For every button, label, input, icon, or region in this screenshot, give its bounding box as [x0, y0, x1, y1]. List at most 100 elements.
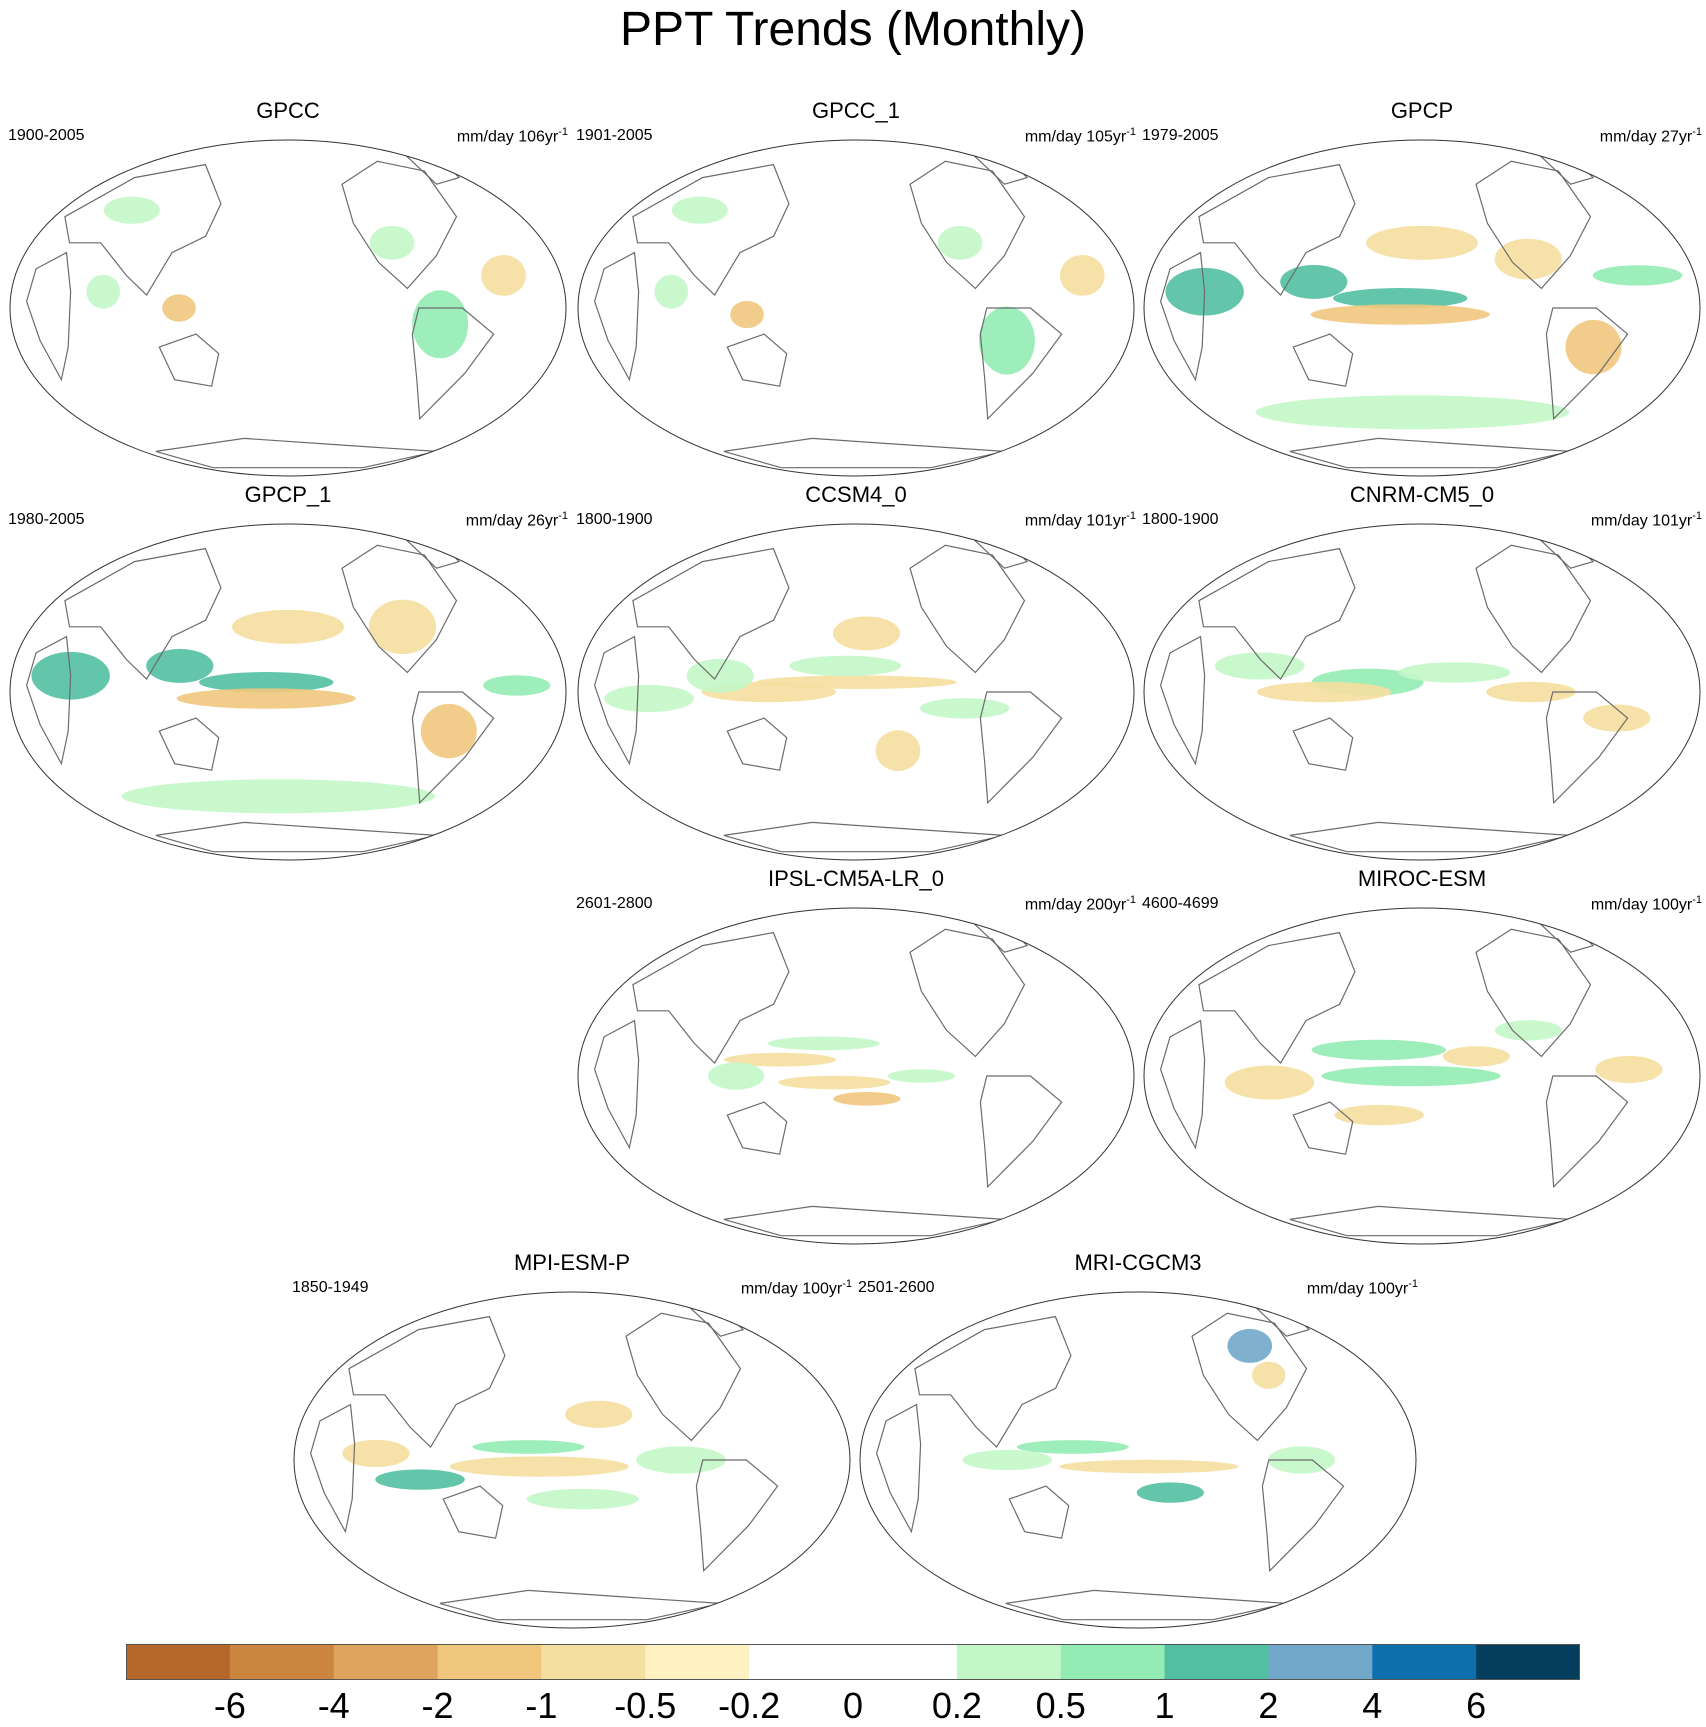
- trend-anomaly: [483, 675, 551, 696]
- trend-anomaly: [121, 779, 436, 814]
- coastline: [875, 1403, 922, 1534]
- colorbar-tick-label: 4: [1362, 1685, 1383, 1726]
- coastline: [971, 918, 1029, 953]
- coastline: [64, 547, 222, 680]
- panel-units: mm/day 101yr-1: [1025, 506, 1136, 531]
- panel-years: 1979-2005: [1142, 127, 1219, 144]
- panel-units-text: mm/day 106yr: [456, 128, 559, 146]
- panel-years: 1901-2005: [576, 127, 653, 144]
- coastline: [25, 251, 72, 382]
- trend-anomaly: [103, 196, 160, 224]
- panel-units-text: mm/day 27yr: [1599, 128, 1693, 146]
- trend-anomaly: [1321, 1065, 1501, 1087]
- coastline: [1198, 931, 1356, 1064]
- panel-units-exponent: -1: [1408, 1278, 1418, 1290]
- trend-anomaly: [1214, 652, 1305, 680]
- coastline: [1159, 635, 1206, 766]
- panel-title: MPI-ESM-P: [513, 1250, 631, 1275]
- trend-anomaly: [1595, 1055, 1663, 1084]
- map-panel: CCSM4_0 1800-1900 mm/day 101yr-1: [576, 482, 1136, 862]
- panel-title: CNRM-CM5_0: [1349, 482, 1495, 507]
- trend-anomaly: [1486, 681, 1576, 703]
- coastline: [726, 333, 788, 387]
- map-border: [1143, 139, 1701, 477]
- panel-units-text: mm/day 101yr: [1024, 512, 1127, 530]
- map-panel: GPCP_1 1980-2005 mm/day 26yr-1: [8, 482, 568, 862]
- map-panel: IPSL-CM5A-LR_0 2601-2800 mm/day 200yr-1: [576, 866, 1136, 1246]
- map-border: [859, 1291, 1417, 1629]
- map: [9, 139, 567, 477]
- colorbar-tick-label: -6: [213, 1685, 246, 1726]
- trend-anomaly: [368, 599, 437, 655]
- map: [1143, 523, 1701, 861]
- colorbar-swatch: [541, 1644, 646, 1680]
- coastline: [309, 1403, 356, 1534]
- colorbar-tick-label: -4: [317, 1685, 350, 1726]
- trend-anomaly: [162, 294, 196, 322]
- coastline: [971, 534, 1029, 569]
- panel-years: 1980-2005: [8, 511, 85, 528]
- coastline: [1292, 717, 1354, 771]
- coastline: [1545, 691, 1629, 805]
- trend-anomaly: [1255, 395, 1570, 430]
- colorbar-swatch: [1268, 1644, 1373, 1680]
- figure-title: PPT Trends (Monthly): [620, 3, 1086, 56]
- colorbar-tick-label: 0.2: [931, 1685, 982, 1726]
- colorbar-tick-label: -0.2: [718, 1685, 781, 1726]
- colorbar-tick-label: 2: [1258, 1685, 1279, 1726]
- map: [1143, 139, 1701, 477]
- trend-anomaly: [962, 1449, 1053, 1471]
- colorbar-swatch: [1372, 1644, 1477, 1680]
- panel-title: GPCC: [256, 98, 320, 123]
- panel-units-exponent: -1: [1126, 126, 1136, 138]
- panel-units-exponent: -1: [1126, 510, 1136, 522]
- map-border: [9, 139, 567, 477]
- coastline: [632, 931, 790, 1064]
- trend-anomaly: [875, 730, 921, 772]
- trend-anomaly: [1495, 1020, 1563, 1041]
- coastline: [411, 307, 495, 421]
- trend-anomaly: [767, 1036, 880, 1051]
- panel-units-exponent: -1: [1692, 510, 1702, 522]
- panel-units-exponent: -1: [1126, 894, 1136, 906]
- trend-anomaly: [375, 1469, 465, 1490]
- coastline: [979, 1075, 1063, 1189]
- coastline: [442, 1485, 504, 1539]
- trend-anomaly: [1280, 264, 1348, 299]
- colorbar-tick-label: 0.5: [1035, 1685, 1086, 1726]
- panel-units: mm/day 105yr-1: [1025, 122, 1136, 147]
- trend-anomaly: [342, 1439, 410, 1468]
- coastline: [726, 717, 788, 771]
- trend-anomaly: [1016, 1440, 1129, 1454]
- trend-anomaly: [1398, 662, 1511, 683]
- coastline: [1537, 918, 1595, 953]
- trend-anomaly: [369, 225, 415, 260]
- panel-title: CCSM4_0: [805, 482, 907, 507]
- map: [577, 907, 1135, 1245]
- colorbar: [126, 1644, 1580, 1680]
- panel-years: 4600-4699: [1142, 895, 1219, 912]
- map-panel: MRI-CGCM3 2501-2600 mm/day 100yr-1: [858, 1250, 1418, 1630]
- colorbar-swatch: [126, 1644, 231, 1680]
- coastline: [1198, 163, 1356, 296]
- coastline: [1198, 547, 1356, 680]
- panel-title: GPCP_1: [244, 482, 332, 507]
- colorbar-swatch: [749, 1644, 854, 1680]
- colorbar-swatch: [1476, 1644, 1580, 1680]
- panel-units: mm/day 100yr-1: [1307, 1274, 1418, 1299]
- map: [9, 523, 567, 861]
- colorbar-tick-label: -2: [421, 1685, 454, 1726]
- map-border: [9, 523, 567, 861]
- panel-units: mm/day 106yr-1: [457, 122, 568, 147]
- trend-anomaly: [789, 655, 902, 677]
- colorbar-swatch: [853, 1644, 958, 1680]
- coastline: [64, 163, 222, 296]
- map: [1143, 907, 1701, 1245]
- coastline: [909, 160, 1026, 290]
- map-border: [577, 523, 1135, 861]
- trend-anomaly: [833, 1092, 901, 1106]
- panel-units-text: mm/day 200yr: [1024, 896, 1127, 914]
- coastline: [1159, 1019, 1206, 1150]
- panel-years: 1800-1900: [576, 511, 653, 528]
- panel-units-exponent: -1: [1692, 894, 1702, 906]
